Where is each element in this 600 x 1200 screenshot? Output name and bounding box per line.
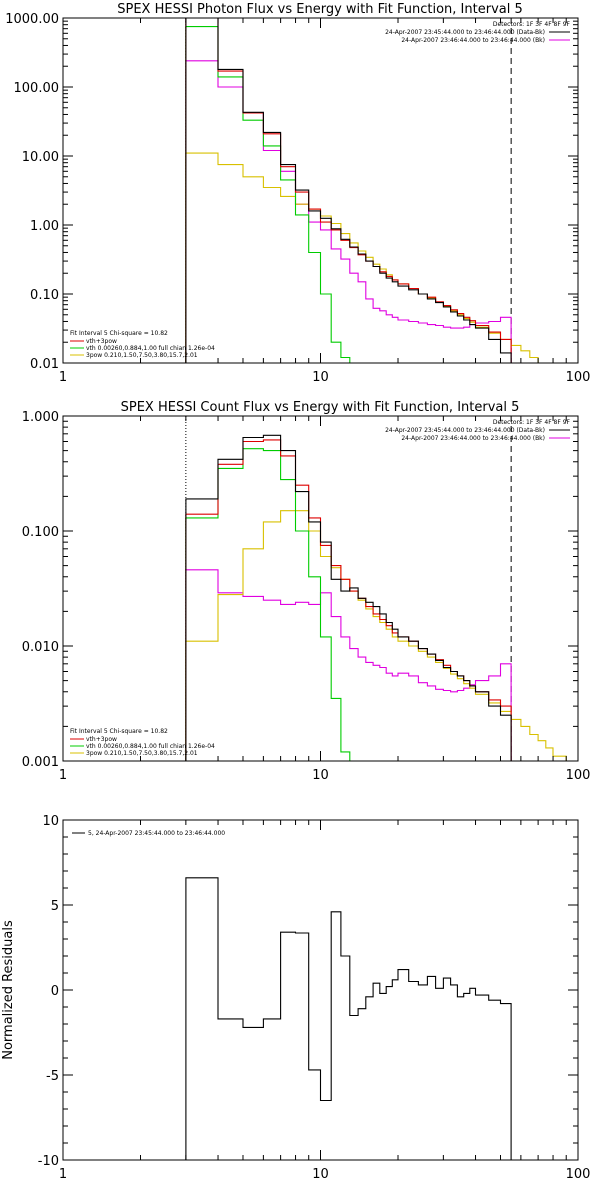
count-legend-vth: vth 0.00260,0.884,1.00 full chian 1.26e-… — [86, 743, 215, 750]
residuals-plot-frame — [62, 819, 579, 1161]
count-series-spav — [185, 510, 578, 762]
photon-y-ticks: 0.01 0.10 1.00 10.00 100.00 1000.00 — [5, 12, 578, 372]
residuals-plot-area — [185, 877, 512, 1160]
count-flux-panel: SPEX HESSI Count Flux vs Energy with Fit… — [22, 400, 591, 783]
count-x-ticks: 1 10 100 — [59, 416, 591, 783]
count-x-tick-label: 100 — [566, 768, 591, 783]
residuals-panel: 1 10 100 -10 -5 0 5 10 Normalized Residuals 5,… — [1, 814, 590, 1182]
count-series-vth_spav — [185, 439, 512, 761]
photon-x-tick-label: 100 — [566, 370, 591, 385]
count-plot-area — [185, 416, 578, 762]
residuals-y-tick-label: 5 — [51, 899, 59, 914]
count-legend-vth-3pow: vth+3pow — [86, 736, 117, 743]
count-y-tick-label: 0.001 — [22, 755, 59, 770]
count-legend-3pow: 3pow 0.210,1.50,7.50,3.80,15.7,2.01 — [86, 750, 198, 757]
count-x-tick-label: 10 — [312, 768, 329, 783]
photon-y-tick-label: 1000.00 — [5, 12, 59, 27]
count-y-ticks: 0.001 0.010 0.100 1.000 — [22, 410, 578, 770]
count-header-line-data: 24-Apr-2007 23:45:44.000 to 23:46:44.000… — [385, 427, 570, 434]
photon-chart-title: SPEX HESSI Photon Flux vs Energy with Fi… — [117, 2, 523, 17]
photon-x-tick-label: 1 — [59, 370, 67, 385]
residuals-y-tick-label: -10 — [38, 1154, 59, 1169]
photon-legend-vth: vth 0.00260,0.884,1.00 full chian 1.26e-… — [86, 345, 215, 352]
photon-y-tick-label: 10.00 — [22, 150, 59, 165]
photon-legend-3pow: 3pow 0.210,1.50,7.50,3.80,15.7,2.01 — [86, 352, 198, 359]
photon-y-tick-label: 0.10 — [30, 288, 59, 303]
count-series-data — [185, 434, 512, 761]
photon-flux-panel: SPEX HESSI Photon Flux vs Energy with Fi… — [5, 2, 590, 385]
count-header-text-bk: 24-Apr-2007 23:46:44.000 to 23:46:44.000… — [401, 435, 545, 442]
photon-detectors-label: Detectors: 1F 3F 4F 8F 9F — [493, 21, 571, 28]
residuals-y-tick-label: 0 — [51, 984, 59, 999]
residuals-series-data — [185, 877, 512, 1160]
photon-y-tick-label: 100.00 — [14, 81, 60, 96]
photon-y-tick-label: 1.00 — [30, 219, 59, 234]
photon-series-vth — [185, 26, 359, 364]
photon-plot-area — [185, 17, 546, 364]
photon-header-text-bk: 24-Apr-2007 23:46:44.000 to 23:46:44.000… — [401, 37, 545, 44]
count-chart-title: SPEX HESSI Count Flux vs Energy with Fit… — [121, 400, 520, 415]
photon-series-background — [185, 60, 512, 363]
photon-header-line-bk: 24-Apr-2007 23:46:44.000 to 23:46:44.000… — [401, 37, 570, 44]
photon-legend-vth-3pow: vth+3pow — [86, 338, 117, 345]
residuals-y-tick-label: -5 — [46, 1069, 59, 1084]
count-legend: Fit Interval 5 Chi-square = 10.82 vth+3p… — [70, 728, 215, 757]
residuals-legend: 5, 24-Apr-2007 23:45:44.000 to 23:46:44.… — [72, 830, 225, 837]
count-x-tick-label: 1 — [59, 768, 67, 783]
photon-legend-fit-interval: Fit Interval 5 Chi-square = 10.82 — [70, 330, 168, 337]
count-y-tick-label: 0.100 — [22, 525, 59, 540]
photon-x-tick-label: 10 — [312, 370, 329, 385]
count-series-vth — [185, 448, 359, 762]
residuals-y-tick-label: 10 — [42, 814, 59, 829]
residuals-y-ticks: -10 -5 0 5 10 — [38, 814, 578, 1169]
residuals-x-tick-label: 1 — [59, 1167, 67, 1182]
count-legend-fit-interval: Fit Interval 5 Chi-square = 10.82 — [70, 728, 168, 735]
count-series-background — [185, 569, 512, 761]
count-detectors-label: Detectors: 1F 3F 4F 8F 9F — [493, 419, 571, 426]
residuals-x-ticks: 1 10 100 — [59, 820, 591, 1182]
photon-x-ticks: 1 10 100 — [59, 18, 591, 385]
residuals-legend-text: 5, 24-Apr-2007 23:45:44.000 to 23:46:44.… — [88, 830, 225, 837]
photon-header-text-data: 24-Apr-2007 23:45:44.000 to 23:46:44.000… — [385, 29, 545, 36]
photon-header-line-data: 24-Apr-2007 23:45:44.000 to 23:46:44.000… — [385, 29, 570, 36]
photon-plot-frame — [62, 17, 579, 364]
count-y-tick-label: 1.000 — [22, 410, 59, 425]
photon-series-data — [185, 17, 512, 363]
count-header-line-bk: 24-Apr-2007 23:46:44.000 to 23:46:44.000… — [401, 435, 570, 442]
photon-y-tick-label: 0.01 — [30, 357, 59, 372]
photon-legend: Fit Interval 5 Chi-square = 10.82 vth+3p… — [70, 330, 215, 359]
residuals-x-tick-label: 100 — [566, 1167, 591, 1182]
residuals-y-axis-label: Normalized Residuals — [1, 920, 16, 1060]
count-header-text-data: 24-Apr-2007 23:45:44.000 to 23:46:44.000… — [385, 427, 545, 434]
count-y-tick-label: 0.010 — [22, 640, 59, 655]
residuals-x-tick-label: 10 — [312, 1167, 329, 1182]
